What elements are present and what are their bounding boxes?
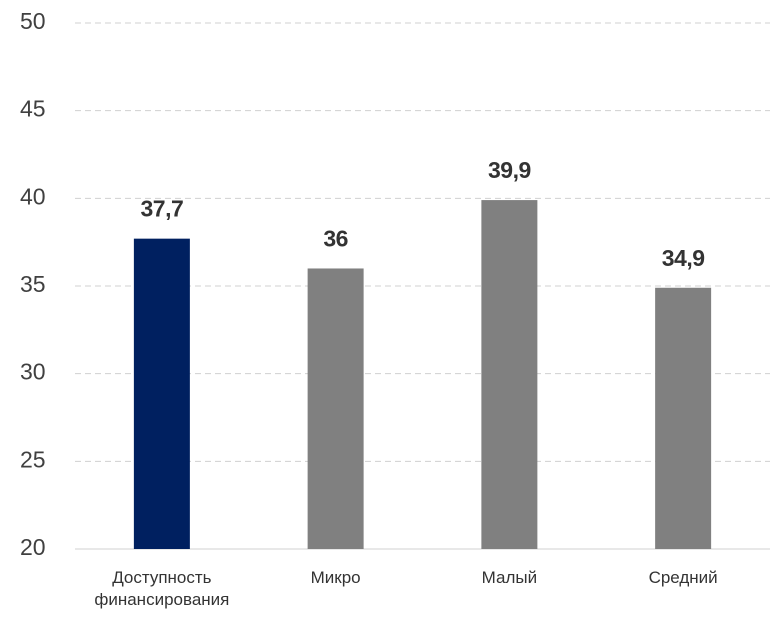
value-label: 36 xyxy=(323,226,348,252)
y-tick-label: 35 xyxy=(20,271,46,297)
y-tick-label: 50 xyxy=(20,8,46,34)
x-tick-label: Средний xyxy=(648,568,718,587)
bar xyxy=(481,200,538,549)
x-tick-label: Микро xyxy=(310,568,361,587)
bar xyxy=(655,287,712,549)
y-tick-label: 30 xyxy=(20,359,46,385)
y-tick-label: 45 xyxy=(20,96,46,122)
y-tick-label: 25 xyxy=(20,446,46,472)
y-tick-label: 40 xyxy=(20,183,46,209)
x-tick-label: Малый xyxy=(481,568,538,587)
bar xyxy=(307,268,364,549)
y-tick-label: 20 xyxy=(20,534,46,560)
bar xyxy=(133,238,190,549)
value-label: 34,9 xyxy=(662,245,705,271)
value-label: 39,9 xyxy=(488,157,531,183)
x-tick-label: Доступность финансирования xyxy=(94,568,230,609)
value-label: 37,7 xyxy=(140,196,183,222)
